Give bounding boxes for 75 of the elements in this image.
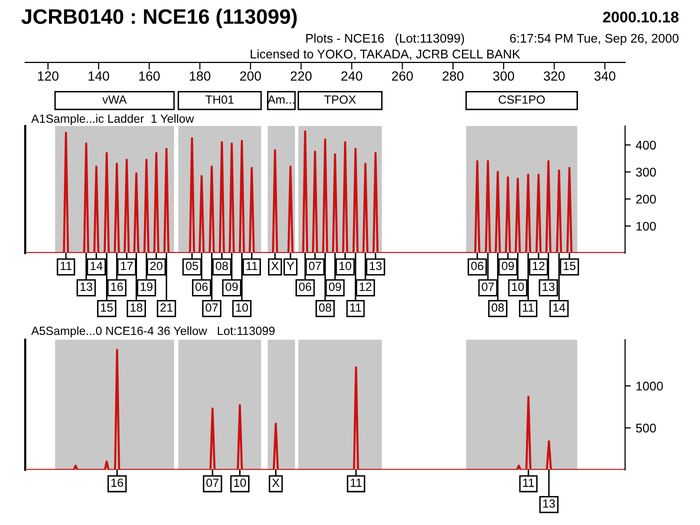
y-tick-label: 200	[636, 194, 656, 204]
annotation: 07	[482, 282, 494, 291]
annotation: 13	[543, 499, 555, 508]
y-tick-label: 400	[636, 140, 656, 150]
x-tick-label: 280	[442, 71, 464, 81]
y-tick-label: 500	[636, 424, 656, 433]
annotation: 15	[101, 304, 113, 312]
annotation: 20	[150, 262, 162, 270]
x-tick-label: 200	[240, 71, 261, 81]
text: 6:17:54 PM Tue, Sep 26, 2000	[510, 34, 679, 46]
annotation: Y	[286, 262, 294, 270]
annotation: 13	[80, 282, 92, 291]
annotation: 21	[160, 303, 172, 312]
annotation: 18	[130, 303, 142, 312]
annotation: 15	[564, 262, 576, 270]
annotation: 10	[236, 303, 248, 312]
annotation: 17	[121, 262, 133, 270]
annotation: 09	[502, 262, 514, 270]
annotation: 11	[350, 304, 362, 312]
text: Licensed to YOKO, TAKADA, JCRB CELL BANK	[250, 49, 520, 60]
annotation: 10	[234, 478, 246, 487]
annotation: 09	[226, 282, 238, 291]
annotation: 11	[522, 304, 534, 312]
annotation: 16	[111, 282, 123, 291]
annotation: 16	[111, 478, 124, 487]
x-tick-label: 340	[594, 71, 616, 81]
y-tick-label: 300	[636, 168, 656, 177]
annotation: 07	[206, 303, 218, 312]
x-tick-label: 120	[38, 71, 58, 81]
annotation: 12	[532, 262, 545, 270]
annotation: 05	[186, 262, 198, 270]
x-tick-label: 140	[88, 71, 110, 81]
annotation: 12	[360, 282, 372, 291]
annotation: 19	[140, 282, 152, 291]
x-tick-label: 220	[290, 71, 312, 81]
x-tick-label: 300	[493, 71, 514, 81]
y-tick-label: 1000	[636, 382, 663, 391]
annotation: 06	[471, 262, 484, 270]
chart-title: JCRB0140 : NCE16 (113099)	[21, 8, 297, 28]
annotation: 11	[350, 478, 362, 487]
annotation: 14	[90, 262, 103, 270]
annotation: 11	[523, 478, 534, 487]
annotation: 10	[339, 262, 352, 270]
annotation: 13	[542, 282, 554, 291]
annotation: 06	[196, 282, 208, 291]
annotation: X	[272, 478, 280, 487]
x-tick-label: 180	[190, 71, 210, 81]
band-label: TPOX	[324, 95, 356, 104]
annotation: 13	[370, 262, 382, 270]
annotation: 11	[60, 262, 72, 270]
annotation: X	[271, 262, 279, 270]
annotation: 10	[512, 282, 524, 291]
text: Plots - NCE16 (Lot:113099)	[306, 34, 464, 46]
x-tick-label: 160	[139, 71, 160, 81]
annotation: 07	[308, 262, 321, 270]
x-tick-label: 260	[392, 71, 413, 81]
x-tick-label: 240	[341, 71, 362, 81]
annotation: 07	[206, 478, 218, 487]
line-series	[26, 130, 626, 254]
annotation: 08	[216, 262, 228, 270]
band-label: TH01	[206, 95, 234, 104]
x-tick-label: 320	[544, 71, 565, 81]
line-series	[26, 348, 626, 470]
chart-subtitle: A1Sample...ic Ladder 1 Yellow	[31, 114, 194, 126]
annotation: 08	[319, 303, 332, 312]
band-label: CSF1PO	[498, 95, 545, 104]
text: 2000.10.18	[603, 12, 679, 22]
annotation: 06	[299, 282, 312, 291]
chart-title: A5Sample...0 NCE16-4 36 Yellow Lot:113099	[31, 326, 275, 338]
band-label: vWA	[102, 96, 127, 104]
annotation: 09	[328, 282, 342, 291]
annotation: 14	[553, 304, 566, 312]
annotation: 11	[246, 262, 258, 270]
annotation: 08	[492, 303, 504, 312]
y-tick-label: 100	[636, 222, 656, 231]
